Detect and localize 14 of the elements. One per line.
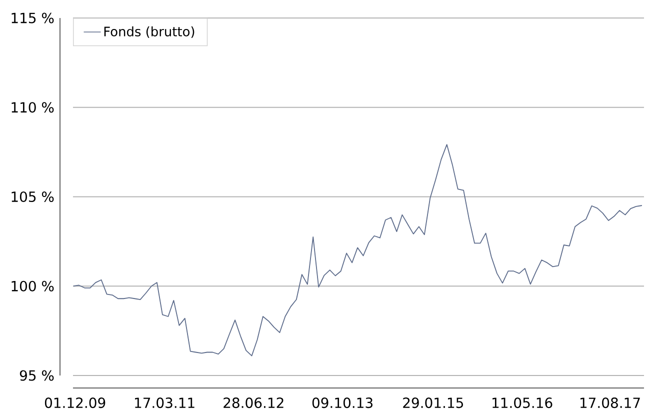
y-tick-label: 115 % xyxy=(12,12,54,24)
y-tick-label: 95 % xyxy=(20,370,54,381)
y-tick-label: 105 % xyxy=(12,191,54,202)
x-tick-label: 28.06.12 xyxy=(224,398,284,408)
y-tick-label: 110 % xyxy=(12,102,54,113)
x-tick-label: 11.05.16 xyxy=(492,398,552,408)
x-tick-label: 09.10.13 xyxy=(312,398,372,408)
x-tick-label: 01.12.09 xyxy=(44,398,106,408)
legend-label: Fonds (brutto) xyxy=(104,26,194,38)
line-series xyxy=(72,144,642,356)
x-tick-label: 29.01.15 xyxy=(403,398,463,408)
x-tick-label: 17.08.17 xyxy=(580,398,640,408)
y-tick-label: 100 % xyxy=(12,280,54,292)
x-tick-label: 17.03.11 xyxy=(135,398,194,408)
